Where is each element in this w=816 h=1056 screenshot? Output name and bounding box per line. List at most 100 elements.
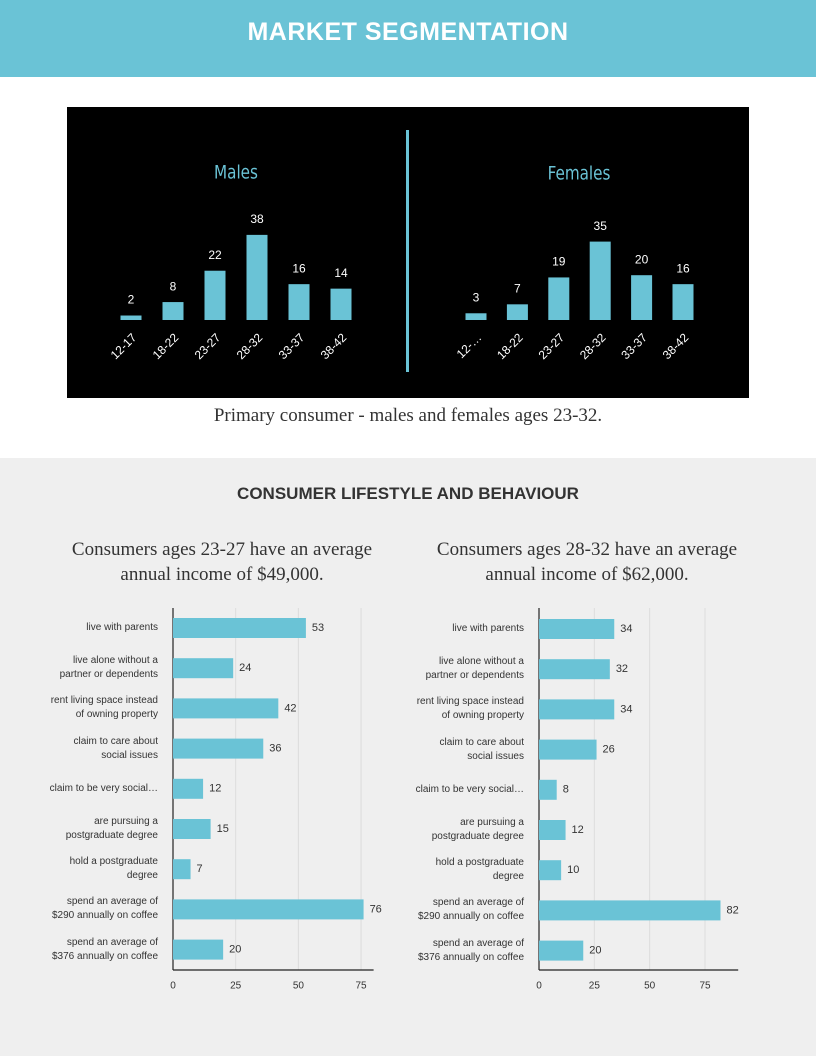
value-label: 16 [676,261,690,275]
x-tick-label: 50 [644,981,656,992]
bar [173,698,279,719]
y-tick-label: hold a postgraduate degree [69,856,158,882]
chart-title: Consumers ages 23-27 have an average ann… [71,539,373,585]
x-tick-label: 38-42 [318,330,350,362]
value-label: 26 [603,744,615,756]
section-title: CONSUMER LIFESTYLE AND BEHAVIOUR [237,484,579,503]
x-tick-label: 18-22 [150,330,182,362]
y-tick-label: are pursuing a postgraduate degree [65,816,158,841]
bar [173,939,224,960]
x-tick-label: 28-32 [577,330,609,362]
x-tick-label: 25 [589,981,601,992]
bar [548,277,570,320]
bar [539,659,610,680]
value-label: 3 [473,290,480,304]
x-tick-label: 75 [699,981,711,992]
value-label: 20 [635,252,649,266]
value-label: 76 [370,903,382,915]
bar [204,270,226,320]
x-tick-label: 33-37 [618,330,650,362]
header-title: MARKET SEGMENTATION [247,18,569,46]
bar [631,275,653,320]
bar [288,284,310,320]
value-label: 32 [616,663,628,675]
header-band [0,0,816,77]
x-tick-label: 0 [536,981,542,992]
value-label: 14 [334,266,348,280]
bar [173,618,306,638]
caption: Primary consumer - males and females age… [213,405,603,426]
value-label: 16 [292,261,306,275]
section-bg [0,458,816,1056]
value-label: 34 [620,703,632,715]
y-tick-label: spend an average of $290 annually on cof… [417,897,524,923]
value-label: 12 [209,783,221,795]
chart-title: Consumers ages 28-32 have an average ann… [436,539,738,585]
value-label: 15 [217,823,229,835]
value-label: 24 [239,662,251,674]
bar [173,658,234,679]
bar [539,860,562,881]
y-tick-label: claim to care about social issues [73,735,159,761]
bar [539,739,597,760]
bar [539,820,566,840]
y-tick-label: spend an average of $290 annually on cof… [51,896,158,922]
bar [539,940,584,961]
value-label: 20 [589,945,601,957]
value-label: 20 [229,944,241,956]
x-tick-label: 33-37 [276,330,308,362]
divider [406,130,409,372]
x-tick-label: 28-32 [234,330,266,362]
x-tick-label: 23-27 [192,330,224,362]
x-tick-label: 12-… [454,330,485,361]
y-tick-label: claim to be very social… [415,783,524,795]
x-tick-label: 75 [356,981,368,992]
bar [162,302,184,320]
y-tick-label: claim to be very social… [49,782,158,794]
value-label: 8 [563,784,569,796]
y-tick-label: live alone without a partner or dependen… [425,656,524,682]
y-tick-label: claim to care about social issues [439,736,525,762]
y-tick-label: live with parents [452,623,524,634]
value-label: 38 [250,212,264,226]
x-tick-label: 38-42 [660,330,692,362]
y-tick-label: hold a postgraduate degree [435,857,524,883]
x-tick-label: 12-17 [108,330,140,362]
bar [173,738,264,759]
bar [173,778,204,799]
x-tick-label: 18-22 [494,330,526,362]
x-tick-label: 25 [230,981,242,992]
bar [173,859,191,880]
value-label: 8 [170,279,177,293]
bar [120,315,142,320]
chart-title: Females [548,163,611,185]
value-label: 7 [514,281,521,295]
x-tick-label: 0 [170,981,176,992]
x-tick-label: 50 [293,981,305,992]
bar [330,288,352,320]
y-tick-label: spend an average of $376 annually on cof… [417,937,524,963]
value-label: 22 [208,248,222,262]
value-label: 2 [128,293,135,307]
bar [246,234,268,320]
y-tick-label: rent living space instead of owning prop… [416,696,524,722]
value-label: 82 [726,904,738,916]
y-tick-label: live alone without a partner or dependen… [59,655,158,681]
value-label: 7 [197,863,203,875]
bar [465,313,487,320]
value-label: 35 [594,219,608,233]
value-label: 12 [572,824,584,836]
x-tick-label: 23-27 [536,330,568,362]
bar [173,899,364,920]
bar [539,619,615,639]
y-tick-label: live with parents [86,622,158,633]
value-label: 42 [284,702,296,714]
bar [173,819,211,839]
bar [539,779,557,800]
y-tick-label: spend an average of $376 annually on cof… [51,936,158,962]
value-label: 10 [567,864,579,876]
chart-title: Males [214,162,258,184]
bar [506,304,528,320]
value-label: 34 [620,623,632,635]
